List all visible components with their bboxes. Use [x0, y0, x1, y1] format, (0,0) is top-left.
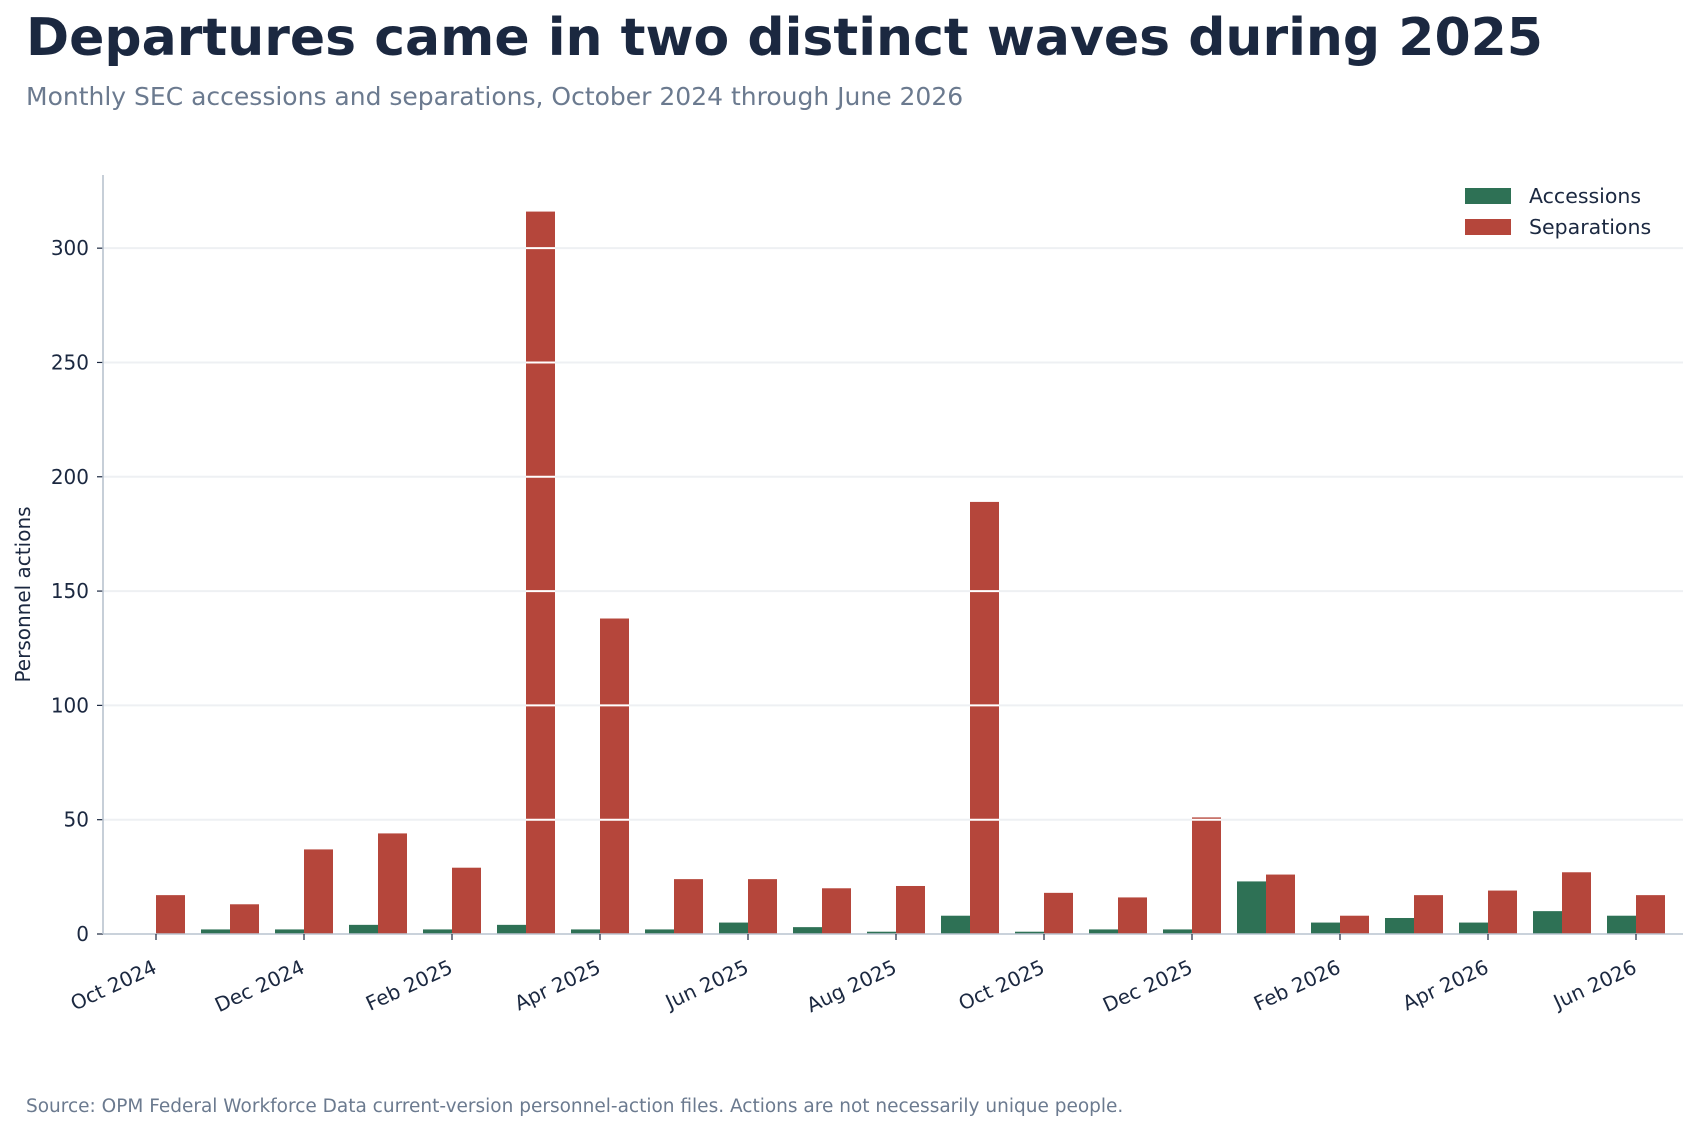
chart-subtitle: Monthly SEC accessions and separations, …	[26, 82, 964, 111]
accessions-bar-mar-2026	[1385, 917, 1414, 934]
separations-bar-jun-2025	[748, 879, 777, 934]
separations-bar-may-2026	[1562, 872, 1591, 934]
accessions-bar-aug-2025	[867, 931, 896, 934]
x-tick-label: Jun 2025	[660, 955, 752, 1015]
separations-bar-mar-2026	[1414, 895, 1443, 934]
y-tick-label: 150	[51, 579, 89, 603]
accessions-bar-dec-2024	[275, 929, 304, 934]
x-tick-label: Dec 2025	[1099, 955, 1196, 1017]
separations-bar-nov-2025	[1118, 897, 1147, 934]
accessions-bar-sep-2025	[941, 915, 970, 934]
y-tick-label: 0	[76, 922, 89, 946]
gridlines	[103, 247, 1683, 821]
separations-bar-sep-2025	[970, 501, 999, 934]
y-tick-label: 250	[51, 350, 89, 374]
x-tick-label: Oct 2024	[67, 955, 160, 1016]
y-tick-label: 300	[51, 236, 89, 260]
x-tick-label: Dec 2024	[211, 955, 308, 1017]
separations-bar-apr-2026	[1488, 890, 1517, 934]
accessions-bar-may-2025	[645, 929, 674, 934]
y-tick-label: 200	[51, 465, 89, 489]
separations-bar-apr-2025	[600, 618, 629, 934]
chart-title: Departures came in two distinct waves du…	[26, 8, 1543, 68]
x-tick-label: Feb 2026	[1250, 955, 1344, 1016]
accessions-bar-jun-2025	[719, 922, 748, 934]
y-axis-label: Personnel actions	[11, 506, 35, 682]
accessions-bar-apr-2025	[571, 929, 600, 934]
x-tick-label: Jun 2026	[1548, 955, 1640, 1015]
separations-bar-aug-2025	[896, 885, 925, 934]
separations-bar-feb-2025	[452, 867, 481, 934]
separations-bar-oct-2024	[156, 895, 185, 934]
separations-bar-nov-2024	[230, 904, 259, 934]
accessions-bar-dec-2025	[1163, 929, 1192, 934]
accessions-bar-apr-2026	[1459, 922, 1488, 934]
separations-bar-may-2025	[674, 879, 703, 934]
accessions-bar-nov-2025	[1089, 929, 1118, 934]
y-tick-label: 50	[64, 808, 89, 832]
separations-bar-dec-2025	[1192, 817, 1221, 934]
accessions-bar-jan-2026	[1237, 881, 1266, 934]
bars	[156, 211, 1665, 934]
separations-bar-dec-2024	[304, 849, 333, 934]
separations-bar-jul-2025	[822, 888, 851, 934]
accessions-bar-may-2026	[1533, 911, 1562, 934]
accessions-bar-jun-2026	[1607, 915, 1636, 934]
source-note: Source: OPM Federal Workforce Data curre…	[26, 1096, 1124, 1117]
separations-bar-jan-2025	[378, 833, 407, 934]
y-tick-label: 100	[51, 693, 89, 717]
accessions-bar-jul-2025	[793, 927, 822, 934]
accessions-bar-jan-2025	[349, 924, 378, 934]
x-tick-label: Aug 2025	[803, 955, 900, 1017]
separations-bar-jun-2026	[1636, 895, 1665, 934]
accessions-bar-feb-2026	[1311, 922, 1340, 934]
legend-label-separations: Separations	[1529, 215, 1651, 239]
separations-bar-jan-2026	[1266, 874, 1295, 934]
separations-bar-feb-2026	[1340, 915, 1369, 934]
x-tick-label: Apr 2026	[1399, 955, 1492, 1016]
accessions-bar-mar-2025	[497, 924, 526, 934]
legend: Accessions Separations	[1465, 184, 1651, 239]
accessions-bar-oct-2025	[1015, 931, 1044, 934]
legend-swatch-separations	[1465, 219, 1511, 235]
separations-bar-oct-2025	[1044, 892, 1073, 934]
x-tick-label: Apr 2025	[511, 955, 604, 1016]
x-tick-label: Oct 2025	[955, 955, 1048, 1016]
legend-swatch-accessions	[1465, 188, 1511, 204]
x-tick-label: Feb 2025	[362, 955, 456, 1016]
accessions-bar-nov-2024	[201, 929, 230, 934]
legend-label-accessions: Accessions	[1529, 184, 1641, 208]
separations-bar-mar-2025	[526, 211, 555, 934]
accessions-bar-feb-2025	[423, 929, 452, 934]
